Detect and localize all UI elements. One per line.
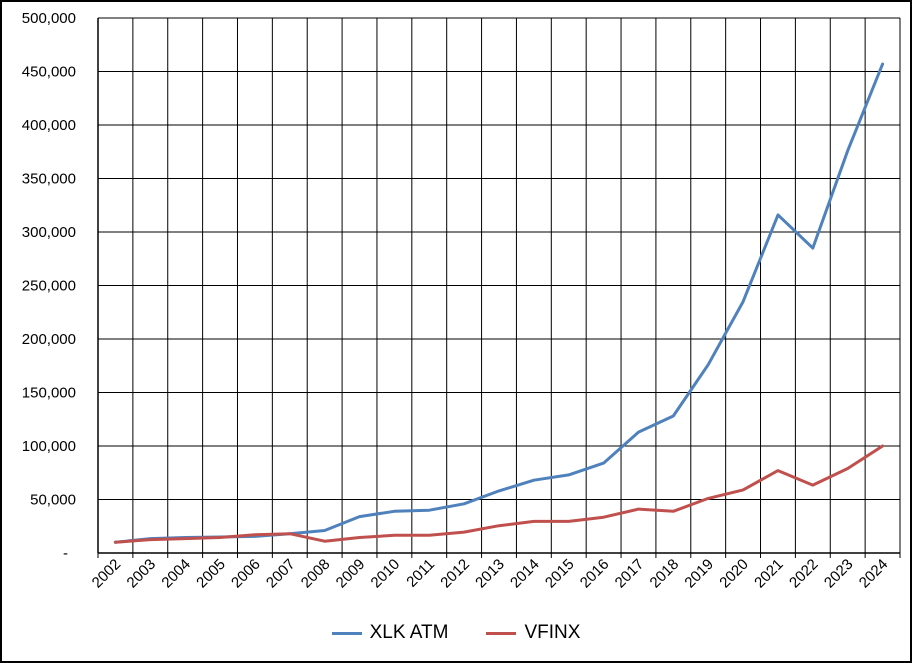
y-tick-label: 100,000: [22, 438, 76, 455]
x-tick-label: 2002: [89, 556, 125, 592]
legend-label-vfinx: VFINX: [524, 622, 581, 643]
x-tick-label: 2009: [333, 556, 369, 592]
x-tick-label: 2006: [228, 556, 264, 592]
y-tick-label: 150,000: [22, 385, 76, 402]
y-tick-label: 50,000: [30, 492, 76, 509]
x-tick-label: 2018: [647, 556, 683, 592]
x-tick-label: 2021: [751, 556, 787, 592]
legend-swatch-vfinx: [486, 631, 517, 635]
x-tick-label: 2003: [124, 556, 160, 592]
y-tick-label: 450,000: [22, 64, 76, 81]
gridlines: [97, 17, 901, 558]
x-tick-label: 2015: [542, 556, 578, 592]
x-tick-label: 2012: [437, 556, 473, 592]
series-lines: [113, 62, 885, 544]
x-tick-label: 2013: [472, 556, 508, 592]
legend: XLK ATM VFINX: [0, 618, 912, 648]
x-tick-label: 2020: [716, 556, 752, 592]
x-tick-label: 2023: [821, 556, 857, 592]
y-tick-label: 250,000: [22, 278, 76, 295]
legend-item-vfinx: VFINX: [486, 622, 580, 644]
legend-swatch-xlk: [331, 631, 362, 635]
x-tick-label: 2007: [263, 556, 299, 592]
y-tick-label: 200,000: [22, 331, 76, 348]
x-tick-label: 2008: [298, 556, 334, 592]
x-tick-label: 2011: [403, 556, 438, 591]
x-tick-label: 2014: [507, 556, 543, 592]
series-line-vfinx: [113, 444, 885, 544]
y-tick-label: 400,000: [22, 117, 76, 134]
x-axis-tick-labels: 2002 2003 2004 2005 2006 2007 2008 2009 2010 2011…: [89, 556, 892, 592]
x-tick-label: 2017: [612, 556, 648, 592]
x-tick-label: 2004: [158, 556, 194, 592]
y-tick-label: 300,000: [22, 224, 76, 241]
x-tick-label: 2019: [681, 556, 717, 592]
legend-item-xlk: XLK ATM: [331, 622, 449, 644]
legend-label-xlk: XLK ATM: [369, 622, 449, 643]
y-tick-label: -: [63, 545, 68, 562]
y-tick-label: 500,000: [22, 10, 76, 27]
x-tick-label: 2010: [368, 556, 404, 592]
x-tick-label: 2024: [856, 556, 892, 592]
y-axis-tick-labels: - 50,000 100,000 150,000 200,000 250,000 300,0…: [22, 10, 76, 562]
y-tick-label: 350,000: [22, 171, 76, 188]
series-line-xlk-atm: [113, 62, 885, 544]
x-tick-label: 2016: [577, 556, 613, 592]
x-tick-label: 2022: [786, 556, 822, 592]
x-tick-label: 2005: [193, 556, 229, 592]
